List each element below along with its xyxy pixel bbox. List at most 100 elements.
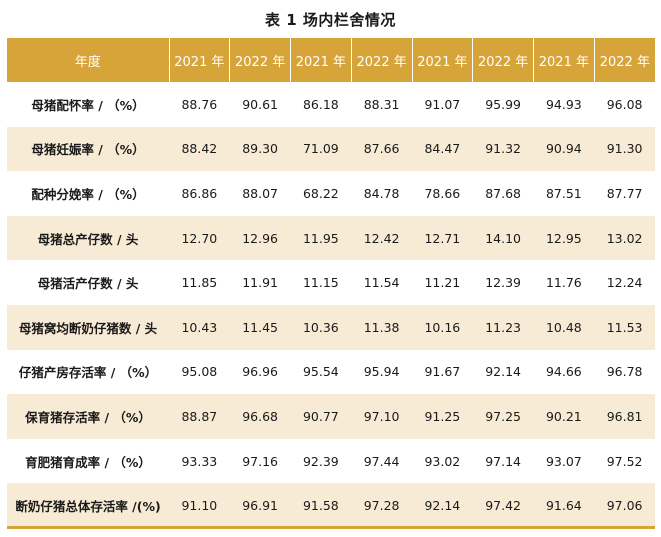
row-label: 母猪总产仔数 / 头 [7, 215, 169, 261]
table-cell: 11.85 [169, 260, 230, 305]
table-cell: 10.16 [412, 304, 473, 350]
table-cell: 96.68 [229, 394, 291, 439]
row-label: 母猪妊娠率 / （%） [7, 126, 169, 172]
table-body: 母猪配怀率 / （%） 88.76 90.61 86.18 88.31 91.07 95.9… [7, 82, 655, 528]
table-cell: 90.77 [290, 394, 352, 439]
header-cell: 2021 年 [533, 38, 595, 82]
header-cell: 年度 [7, 38, 169, 82]
table-cell: 92.14 [412, 483, 473, 528]
table-cell: 92.14 [472, 349, 534, 395]
table-cell: 86.86 [169, 171, 230, 216]
table-cell: 11.21 [412, 260, 473, 305]
header-cell: 2022 年 [350, 38, 412, 82]
table-cell: 90.94 [533, 126, 595, 172]
table-cell: 97.06 [594, 483, 655, 528]
table-cell: 12.96 [229, 215, 291, 261]
row-label: 断奶仔猪总体存活率 /(%) [7, 483, 169, 528]
row-label: 母猪配怀率 / （%） [7, 82, 169, 127]
table-cell: 12.70 [169, 215, 230, 261]
table-cell: 96.78 [594, 349, 655, 395]
table-row: 母猪窝均断奶仔猪数 / 头 10.43 11.45 10.36 11.38 10.16 11… [7, 304, 655, 350]
table-cell: 11.95 [290, 215, 352, 261]
table-cell: 91.07 [412, 82, 473, 127]
table-cell: 10.48 [533, 304, 595, 350]
header-cell: 2021 年 [168, 38, 230, 82]
table-cell: 97.25 [472, 394, 534, 439]
row-label: 仔猪产房存活率 / （%） [7, 349, 169, 395]
table-cell: 95.54 [290, 349, 352, 395]
table-cell: 91.64 [533, 483, 595, 528]
table-cell: 68.22 [290, 171, 352, 216]
header-cell: 2022 年 [472, 38, 534, 82]
table-cell: 89.30 [229, 126, 291, 172]
table-cell: 91.10 [169, 483, 230, 528]
table-cell: 97.28 [351, 483, 412, 528]
table-cell: 97.16 [229, 438, 291, 484]
table-cell: 12.24 [594, 260, 655, 305]
table-cell: 10.43 [169, 304, 230, 350]
table-cell: 78.66 [412, 171, 473, 216]
table-cell: 11.53 [594, 304, 655, 350]
table-row: 母猪活产仔数 / 头 11.85 11.91 11.15 11.54 11.21 12.39… [7, 260, 655, 305]
row-label: 母猪活产仔数 / 头 [7, 260, 169, 305]
table-cell: 93.33 [169, 438, 230, 484]
table-cell: 84.78 [351, 171, 412, 216]
table-cell: 97.42 [472, 483, 534, 528]
table-cell: 91.67 [412, 349, 473, 395]
table-cell: 12.95 [533, 215, 595, 261]
table-cell: 87.66 [351, 126, 412, 172]
table-cell: 87.77 [594, 171, 655, 216]
table-cell: 97.14 [472, 438, 534, 484]
bottom-rule [7, 526, 655, 529]
table-cell: 11.54 [351, 260, 412, 305]
table-cell: 96.08 [594, 82, 655, 127]
table-cell: 97.10 [351, 394, 412, 439]
table-cell: 14.10 [472, 215, 534, 261]
table-cell: 95.99 [472, 82, 534, 127]
table-cell: 11.23 [472, 304, 534, 350]
table-cell: 95.94 [351, 349, 412, 395]
table-cell: 88.31 [351, 82, 412, 127]
table-cell: 97.52 [594, 438, 655, 484]
table-cell: 97.44 [351, 438, 412, 484]
table-row: 育肥猪育成率 / （%） 93.33 97.16 92.39 97.44 93.02 97.… [7, 438, 655, 484]
table-cell: 12.39 [472, 260, 534, 305]
table-cell: 94.66 [533, 349, 595, 395]
table-cell: 96.91 [229, 483, 291, 528]
table-cell: 92.39 [290, 438, 352, 484]
table-cell: 11.38 [351, 304, 412, 350]
table-cell: 84.47 [412, 126, 473, 172]
table-cell: 90.21 [533, 394, 595, 439]
table-cell: 95.08 [169, 349, 230, 395]
data-table: 年度 2021 年 2022 年 2021 年 2022 年 2021 年 20… [7, 38, 655, 528]
table-cell: 11.45 [229, 304, 291, 350]
row-label: 母猪窝均断奶仔猪数 / 头 [7, 304, 169, 350]
table-cell: 11.15 [290, 260, 352, 305]
header-cell: 2022 年 [229, 38, 291, 82]
row-label: 配种分娩率 / （%） [7, 171, 169, 216]
table-cell: 96.81 [594, 394, 655, 439]
table-cell: 88.76 [169, 82, 230, 127]
table-cell: 91.25 [412, 394, 473, 439]
table-cell: 88.42 [169, 126, 230, 172]
header-cell: 2022 年 [593, 38, 655, 82]
table-row: 配种分娩率 / （%） 86.86 88.07 68.22 84.78 78.66 87.6… [7, 171, 655, 216]
table-row: 母猪总产仔数 / 头 12.70 12.96 11.95 12.42 12.71 14.10… [7, 215, 655, 261]
table-row: 仔猪产房存活率 / （%） 95.08 96.96 95.54 95.94 91.67 92… [7, 349, 655, 395]
table-cell: 13.02 [594, 215, 655, 261]
row-label: 保育猪存活率 / （%） [7, 394, 169, 439]
table-cell: 11.76 [533, 260, 595, 305]
table-row: 母猪妊娠率 / （%） 88.42 89.30 71.09 87.66 84.47 91.3… [7, 126, 655, 172]
table-cell: 88.87 [169, 394, 230, 439]
table-cell: 11.91 [229, 260, 291, 305]
table-cell: 93.02 [412, 438, 473, 484]
table-row: 断奶仔猪总体存活率 /(%) 91.10 96.91 91.58 97.28 92.14 9… [7, 483, 655, 528]
table-cell: 94.93 [533, 82, 595, 127]
table-cell: 10.36 [290, 304, 352, 350]
table-cell: 12.71 [412, 215, 473, 261]
header-row: 年度 2021 年 2022 年 2021 年 2022 年 2021 年 20… [7, 38, 655, 82]
table-cell: 86.18 [290, 82, 352, 127]
header-cell: 2021 年 [411, 38, 473, 82]
table-cell: 88.07 [229, 171, 291, 216]
